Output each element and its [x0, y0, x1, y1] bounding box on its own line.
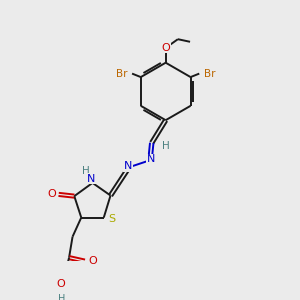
Text: Br: Br — [204, 69, 215, 79]
Text: O: O — [88, 256, 97, 266]
Text: S: S — [108, 214, 115, 224]
Text: O: O — [161, 43, 170, 53]
Text: H: H — [58, 294, 65, 300]
Text: N: N — [147, 154, 155, 164]
Text: O: O — [57, 279, 66, 289]
Text: N: N — [87, 173, 95, 184]
Text: H: H — [162, 141, 170, 151]
Text: Br: Br — [116, 69, 127, 79]
Text: H: H — [82, 166, 89, 176]
Text: N: N — [124, 161, 132, 171]
Text: O: O — [47, 189, 56, 200]
